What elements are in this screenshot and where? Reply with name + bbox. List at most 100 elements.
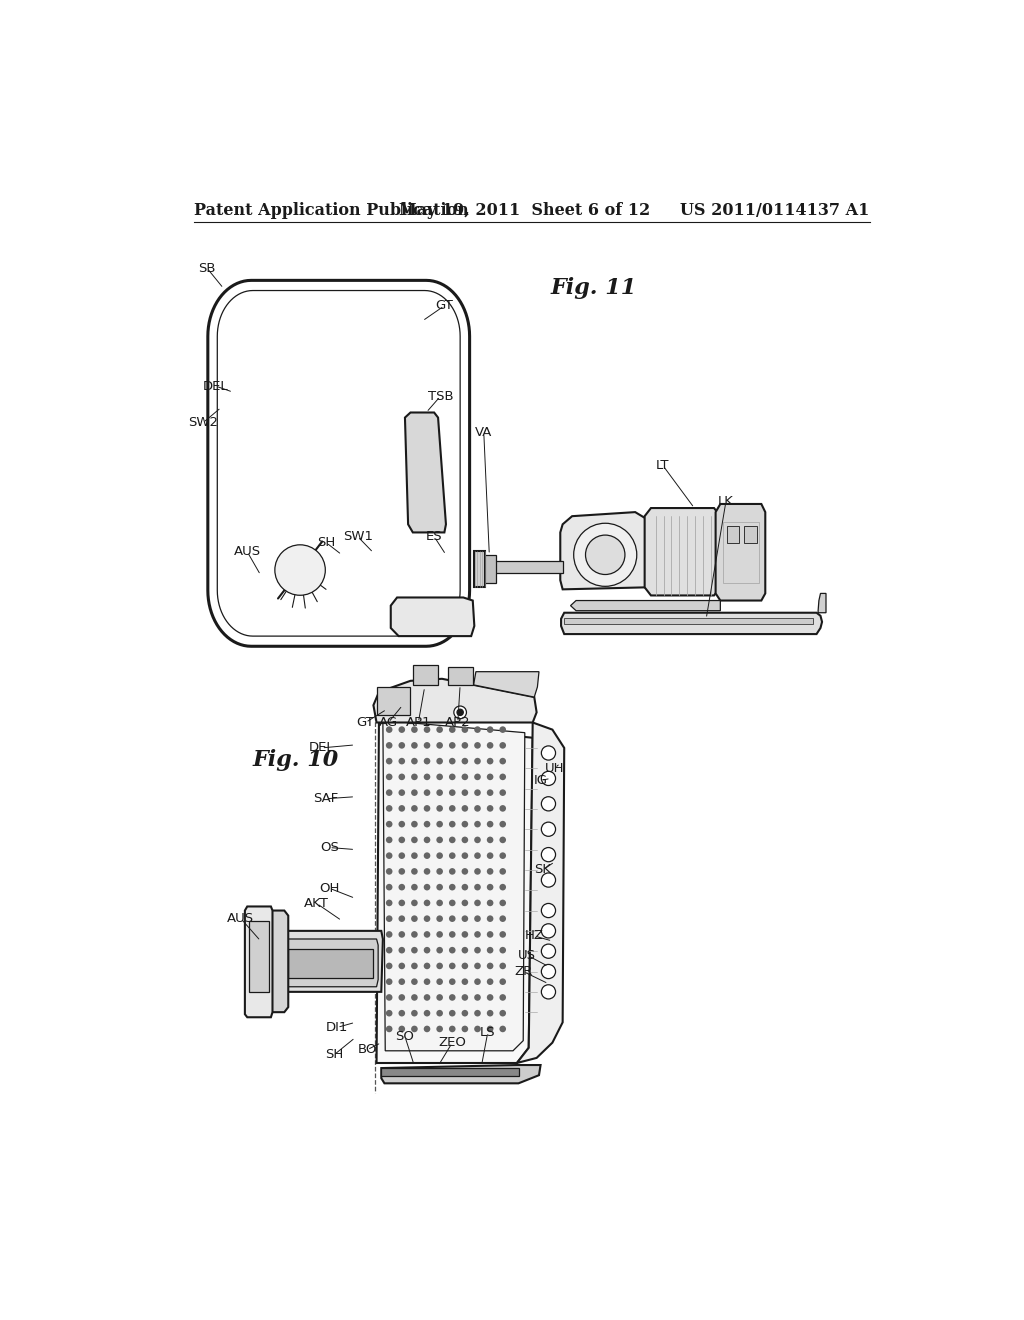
Polygon shape bbox=[645, 508, 720, 595]
Circle shape bbox=[386, 900, 392, 907]
Circle shape bbox=[411, 853, 418, 859]
Circle shape bbox=[462, 1010, 468, 1016]
Circle shape bbox=[449, 789, 456, 796]
Circle shape bbox=[411, 915, 418, 921]
Bar bbox=[289, 949, 374, 978]
Circle shape bbox=[486, 774, 494, 780]
Circle shape bbox=[462, 837, 468, 843]
Circle shape bbox=[424, 742, 430, 748]
Circle shape bbox=[474, 869, 481, 875]
Text: AG: AG bbox=[379, 715, 398, 729]
Circle shape bbox=[398, 1026, 406, 1032]
Circle shape bbox=[274, 545, 326, 595]
Circle shape bbox=[474, 1010, 481, 1016]
Circle shape bbox=[386, 978, 392, 985]
Circle shape bbox=[436, 742, 443, 748]
Circle shape bbox=[424, 884, 430, 891]
Bar bbox=[727, 527, 739, 543]
Circle shape bbox=[411, 805, 418, 812]
Circle shape bbox=[436, 884, 443, 891]
Circle shape bbox=[542, 924, 556, 939]
Circle shape bbox=[424, 994, 430, 1001]
Circle shape bbox=[500, 774, 506, 780]
Circle shape bbox=[386, 1026, 392, 1032]
Circle shape bbox=[542, 771, 556, 785]
Circle shape bbox=[462, 853, 468, 859]
Text: OS: OS bbox=[319, 841, 339, 854]
Circle shape bbox=[462, 931, 468, 937]
Text: GT: GT bbox=[435, 300, 454, 313]
Circle shape bbox=[486, 900, 494, 907]
Circle shape bbox=[486, 742, 494, 748]
Circle shape bbox=[474, 774, 481, 780]
Circle shape bbox=[486, 884, 494, 891]
Polygon shape bbox=[281, 931, 383, 991]
Circle shape bbox=[424, 789, 430, 796]
Circle shape bbox=[449, 931, 456, 937]
Circle shape bbox=[449, 758, 456, 764]
Circle shape bbox=[386, 915, 392, 921]
Circle shape bbox=[500, 1010, 506, 1016]
Circle shape bbox=[500, 946, 506, 953]
Text: UH: UH bbox=[545, 762, 564, 775]
Circle shape bbox=[436, 869, 443, 875]
Circle shape bbox=[542, 985, 556, 999]
Circle shape bbox=[449, 978, 456, 985]
Circle shape bbox=[542, 746, 556, 760]
Circle shape bbox=[436, 931, 443, 937]
Text: TSB: TSB bbox=[428, 389, 454, 403]
Circle shape bbox=[449, 962, 456, 969]
Circle shape bbox=[486, 978, 494, 985]
Circle shape bbox=[424, 853, 430, 859]
Circle shape bbox=[474, 805, 481, 812]
Circle shape bbox=[398, 758, 406, 764]
Circle shape bbox=[474, 1026, 481, 1032]
Circle shape bbox=[449, 821, 456, 828]
Circle shape bbox=[424, 900, 430, 907]
Circle shape bbox=[449, 869, 456, 875]
Polygon shape bbox=[208, 280, 470, 647]
Circle shape bbox=[398, 900, 406, 907]
Text: AKT: AKT bbox=[304, 896, 329, 909]
Circle shape bbox=[500, 837, 506, 843]
Circle shape bbox=[462, 1026, 468, 1032]
Text: IG: IG bbox=[534, 774, 548, 787]
Text: GT: GT bbox=[356, 715, 375, 729]
Circle shape bbox=[424, 962, 430, 969]
Circle shape bbox=[424, 821, 430, 828]
Circle shape bbox=[474, 789, 481, 796]
Text: SB: SB bbox=[199, 261, 216, 275]
Circle shape bbox=[486, 962, 494, 969]
Circle shape bbox=[411, 789, 418, 796]
Circle shape bbox=[386, 853, 392, 859]
Circle shape bbox=[436, 962, 443, 969]
Circle shape bbox=[436, 726, 443, 733]
Circle shape bbox=[500, 758, 506, 764]
Circle shape bbox=[424, 946, 430, 953]
Circle shape bbox=[386, 758, 392, 764]
Circle shape bbox=[398, 1010, 406, 1016]
Bar bbox=[483, 554, 496, 583]
Circle shape bbox=[386, 994, 392, 1001]
Circle shape bbox=[486, 853, 494, 859]
Text: DEL: DEL bbox=[308, 742, 334, 755]
Circle shape bbox=[436, 900, 443, 907]
Circle shape bbox=[486, 1026, 494, 1032]
Circle shape bbox=[411, 837, 418, 843]
Text: Patent Application Publication: Patent Application Publication bbox=[194, 202, 468, 219]
Text: ES: ES bbox=[426, 531, 442, 543]
Circle shape bbox=[411, 742, 418, 748]
Polygon shape bbox=[561, 612, 822, 634]
Circle shape bbox=[486, 1010, 494, 1016]
Circle shape bbox=[486, 821, 494, 828]
Circle shape bbox=[386, 946, 392, 953]
Circle shape bbox=[436, 837, 443, 843]
Circle shape bbox=[436, 946, 443, 953]
Circle shape bbox=[436, 994, 443, 1001]
Text: DEL: DEL bbox=[203, 380, 228, 392]
Polygon shape bbox=[473, 672, 539, 697]
Circle shape bbox=[411, 774, 418, 780]
Circle shape bbox=[411, 884, 418, 891]
Circle shape bbox=[411, 946, 418, 953]
Circle shape bbox=[542, 822, 556, 837]
